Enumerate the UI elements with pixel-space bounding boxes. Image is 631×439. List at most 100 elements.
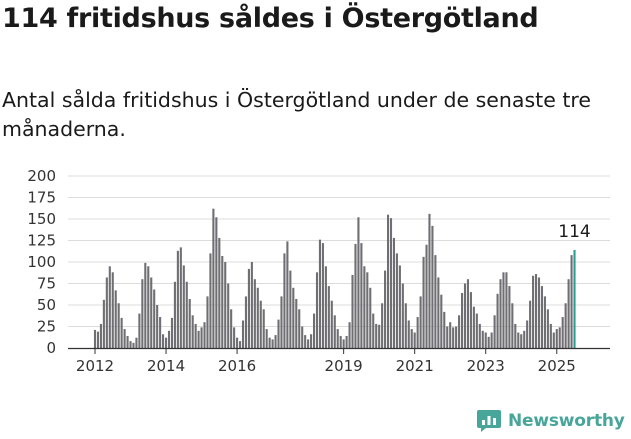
- bar: [271, 339, 274, 348]
- bar: [529, 300, 532, 348]
- bar: [324, 266, 327, 348]
- x-tick-label: 2023: [467, 357, 505, 375]
- grid-lines: [68, 175, 610, 327]
- bar: [552, 332, 555, 348]
- bar: [505, 272, 508, 348]
- bar: [354, 243, 357, 348]
- y-tick-label: 50: [37, 296, 56, 314]
- bar: [230, 309, 233, 348]
- bar: [191, 315, 194, 348]
- bar: [327, 286, 330, 348]
- chart-title: 114 fritidshus såldes i Östergötland: [2, 3, 539, 34]
- bar: [537, 277, 541, 348]
- y-tick-label: 175: [27, 189, 56, 207]
- y-tick-label: 75: [37, 275, 56, 293]
- bar: [102, 299, 105, 348]
- bar: [425, 244, 428, 348]
- bar: [253, 279, 256, 348]
- bar: [141, 279, 144, 348]
- bar: [138, 313, 141, 348]
- bar: [514, 323, 517, 348]
- bar: [197, 330, 200, 348]
- bar: [392, 237, 396, 348]
- y-axis-ticks: 0 25 50 75 100 125 150 175 200: [27, 167, 56, 357]
- bar: [318, 239, 322, 348]
- bar: [188, 298, 191, 348]
- bar: [455, 326, 458, 348]
- bar: [446, 326, 449, 348]
- y-tick-label: 200: [27, 167, 56, 185]
- chart-subtitle: Antal sålda fritidshus i Östergötland un…: [2, 88, 591, 141]
- bar: [173, 281, 176, 348]
- annotations: 114: [558, 222, 590, 242]
- bar: [532, 275, 535, 348]
- x-tick-label: 2025: [538, 357, 576, 375]
- bar: [558, 327, 561, 348]
- x-tick-label: 2019: [325, 357, 363, 375]
- bar: [167, 330, 171, 348]
- bar: [164, 337, 168, 348]
- bar: [481, 330, 484, 348]
- bar: [283, 253, 286, 348]
- bar: [443, 311, 446, 348]
- bar: [511, 303, 514, 348]
- bar: [111, 272, 114, 348]
- bar: [369, 287, 372, 348]
- bar: [179, 247, 182, 348]
- bar: [218, 237, 221, 348]
- bar: [224, 262, 227, 348]
- bar: [159, 317, 162, 348]
- y-tick-label: 125: [27, 232, 56, 250]
- bar: [564, 303, 567, 348]
- bar: [277, 319, 280, 348]
- bar: [150, 277, 153, 348]
- bar: [321, 243, 324, 348]
- bar: [561, 317, 564, 348]
- bar: [384, 270, 387, 348]
- bar: [132, 342, 135, 348]
- bar: [404, 303, 407, 348]
- bar: [573, 249, 576, 348]
- bar: [410, 329, 413, 348]
- bar: [419, 296, 422, 348]
- bar: [484, 332, 487, 348]
- bar: [120, 317, 123, 348]
- bar: [259, 300, 262, 348]
- x-tick-label: 2014: [147, 357, 185, 375]
- bar: [407, 320, 410, 348]
- bar: [437, 277, 440, 348]
- x-axis-ticks: 2012 2014 2016 2019 2021 2023 2025: [76, 348, 576, 375]
- bar: [336, 329, 339, 348]
- bar: [478, 323, 481, 348]
- bar: [274, 335, 277, 348]
- bar: [475, 313, 478, 348]
- bar: [244, 296, 248, 348]
- bar: [440, 294, 443, 348]
- bar: [250, 262, 253, 348]
- bar: [499, 279, 502, 348]
- bar: [413, 332, 416, 348]
- bar: [422, 256, 425, 348]
- bar: [523, 330, 526, 348]
- bar: [345, 335, 348, 348]
- bar: [534, 274, 538, 348]
- bar: [209, 253, 212, 348]
- bar: [212, 208, 215, 348]
- bar: [348, 322, 351, 348]
- bar: [238, 341, 242, 348]
- bar: [395, 253, 398, 348]
- bar: [378, 324, 381, 348]
- brand-name: Newsworthy: [508, 411, 625, 431]
- bar: [315, 272, 319, 348]
- bar: [452, 327, 455, 348]
- bar: [493, 315, 496, 348]
- newsworthy-logo-icon: [477, 410, 501, 432]
- y-tick-label: 25: [37, 318, 56, 336]
- y-tick-label: 0: [46, 339, 56, 357]
- bar: [135, 337, 138, 348]
- bar: [487, 336, 490, 348]
- bar: [381, 303, 384, 348]
- bar: [555, 329, 558, 348]
- x-tick-label: 2012: [76, 357, 114, 375]
